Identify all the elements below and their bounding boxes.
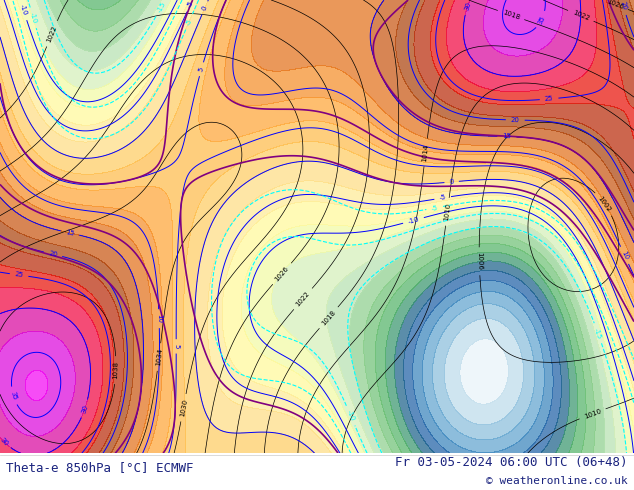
Text: -15: -15 — [593, 327, 603, 340]
Text: Theta-e 850hPa [°C] ECMWF: Theta-e 850hPa [°C] ECMWF — [6, 462, 194, 474]
Text: 30: 30 — [0, 436, 9, 447]
Text: -10: -10 — [18, 3, 28, 16]
Text: 30: 30 — [81, 403, 89, 414]
Text: 1014: 1014 — [422, 143, 430, 162]
Text: 1018: 1018 — [320, 309, 337, 326]
Text: -5: -5 — [430, 204, 439, 212]
Text: 1018: 1018 — [501, 9, 521, 21]
Text: © weatheronline.co.uk: © weatheronline.co.uk — [486, 476, 628, 486]
Text: 0: 0 — [449, 179, 454, 185]
Text: 10: 10 — [156, 314, 162, 323]
Text: 35: 35 — [10, 391, 18, 401]
Text: -10: -10 — [29, 11, 37, 24]
Text: 1038: 1038 — [112, 361, 119, 379]
Text: 1002: 1002 — [597, 195, 612, 213]
Text: 35: 35 — [537, 15, 547, 25]
Text: 20: 20 — [511, 117, 520, 123]
Text: -10: -10 — [346, 409, 356, 422]
Text: -15: -15 — [156, 0, 167, 14]
Text: 25: 25 — [545, 96, 553, 102]
Text: 1034: 1034 — [155, 348, 163, 366]
Text: -5: -5 — [185, 18, 193, 26]
Text: -10: -10 — [407, 216, 420, 225]
Text: 1022: 1022 — [46, 24, 58, 43]
Text: 20: 20 — [619, 1, 628, 11]
Text: 1010: 1010 — [583, 408, 602, 419]
Text: 5: 5 — [198, 66, 205, 72]
Text: 1006: 1006 — [476, 252, 482, 270]
Text: 25: 25 — [15, 271, 24, 279]
Text: 1010: 1010 — [443, 202, 451, 221]
Text: 10: 10 — [620, 250, 629, 261]
Text: 0: 0 — [201, 5, 209, 11]
Text: 15: 15 — [65, 229, 75, 237]
Text: 1030: 1030 — [179, 398, 188, 417]
Text: 1022: 1022 — [295, 290, 311, 308]
Text: 15: 15 — [502, 133, 511, 140]
Text: Fr 03-05-2024 06:00 UTC (06+48): Fr 03-05-2024 06:00 UTC (06+48) — [395, 456, 628, 469]
Text: -5: -5 — [439, 195, 446, 201]
Text: -5: -5 — [186, 0, 195, 8]
Text: 5: 5 — [173, 344, 179, 348]
Text: 20: 20 — [48, 250, 58, 258]
Text: 1022: 1022 — [571, 10, 590, 22]
Text: 30: 30 — [463, 0, 472, 11]
Text: 1026: 1026 — [605, 0, 624, 10]
Text: 1026: 1026 — [274, 265, 290, 282]
